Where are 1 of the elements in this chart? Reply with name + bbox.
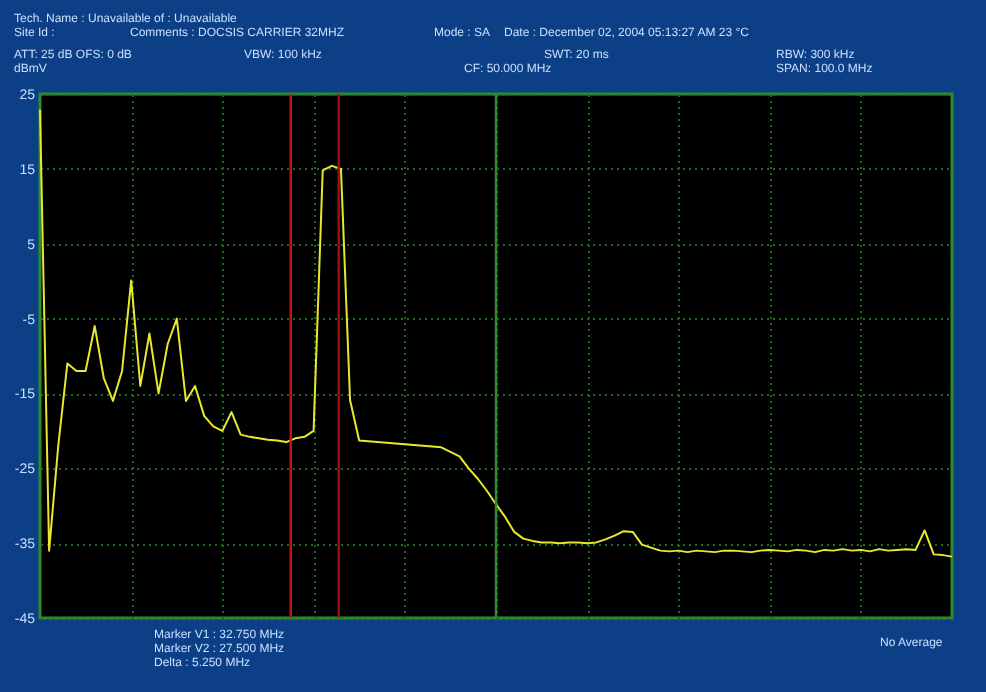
line-series — [39, 108, 953, 558]
